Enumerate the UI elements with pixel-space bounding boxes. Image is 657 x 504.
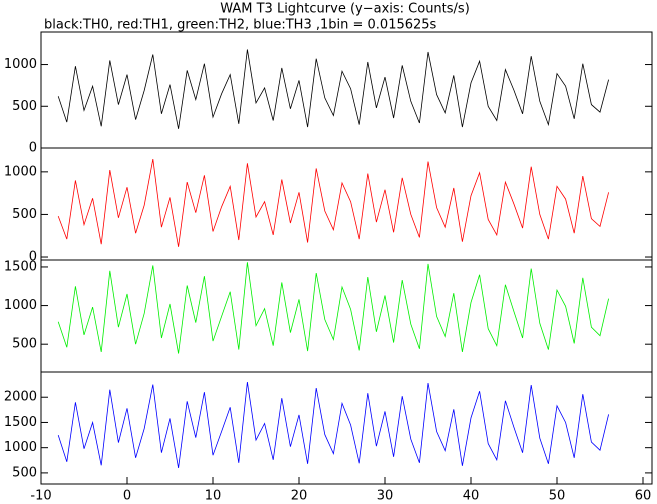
y-tick-label: 500	[12, 99, 37, 114]
light-curve	[57, 49, 609, 129]
y-tick-label: 1000	[4, 298, 37, 313]
light-curve	[57, 262, 609, 354]
panel-frame	[40, 259, 653, 373]
chart-title: WAM T3 Lightcurve (y−axis: Counts/s)	[220, 2, 470, 17]
x-tick-label: 40	[463, 489, 480, 504]
panel-frame	[40, 147, 653, 261]
y-tick-label: 0	[29, 250, 37, 265]
x-tick-label: 10	[205, 489, 222, 504]
x-tick-label: -10	[30, 489, 51, 504]
chart-subtitle: black:TH0, red:TH1, green:TH2, blue:TH3 …	[44, 18, 437, 33]
y-tick-label: 500	[12, 207, 37, 222]
panel-frame	[40, 371, 653, 485]
y-tick-label: 500	[12, 465, 37, 480]
x-tick-label: 30	[377, 489, 394, 504]
x-tick-label: 20	[291, 489, 308, 504]
y-tick-label: 2000	[4, 390, 37, 405]
y-tick-label: 1000	[4, 57, 37, 72]
y-tick-label: 1000	[4, 164, 37, 179]
x-tick-label: 0	[123, 489, 131, 504]
x-tick-label: 50	[549, 489, 566, 504]
light-curve	[57, 382, 609, 468]
light-curve	[57, 159, 609, 247]
y-tick-label: 1500	[4, 259, 37, 274]
y-tick-label: 0	[29, 141, 37, 156]
y-tick-label: 1500	[4, 415, 37, 430]
y-tick-label: 1000	[4, 440, 37, 455]
x-tick-label: 60	[635, 489, 652, 504]
y-tick-label: 500	[12, 337, 37, 352]
panel-frame	[40, 31, 653, 149]
